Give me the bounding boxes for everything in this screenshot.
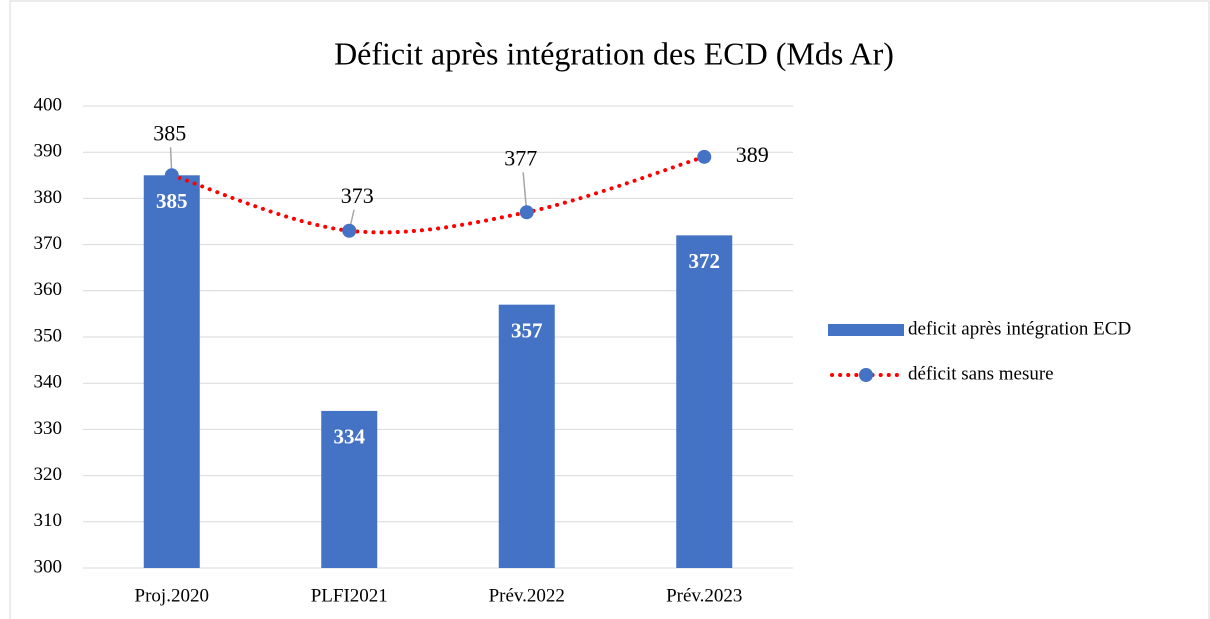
y-tick-label: 350 [34,325,63,346]
line-value-label: 389 [736,142,769,167]
line [169,154,707,235]
bar-value-label: 372 [689,249,721,273]
line-value-label: 385 [153,120,186,145]
y-tick-label: 320 [34,464,63,485]
y-tick-label: 330 [34,418,63,439]
y-tick-label: 310 [34,510,63,531]
bar [143,175,200,569]
bar [498,304,555,568]
y-tick-label: 300 [34,556,63,577]
legend-swatch [828,324,904,336]
y-tick-label: 380 [34,187,63,208]
line-marker [697,149,712,164]
legend-label: déficit sans mesure [908,363,1054,384]
y-tick-label: 370 [34,233,63,254]
bar-value-label: 385 [156,189,188,213]
y-tick-label: 340 [34,372,63,393]
y-tick-label: 400 [34,94,63,115]
chart-border [9,0,1210,619]
line-marker [519,205,534,220]
line-marker [342,223,357,238]
line-value-label: 373 [341,183,374,208]
x-tick-label: PLFI2021 [311,585,388,606]
y-tick-label: 390 [34,141,63,162]
x-tick-label: Proj.2020 [135,585,209,606]
bar [676,235,733,569]
line-marker [164,168,179,183]
x-tick-label: Prév.2022 [489,585,565,606]
x-tick-label: Prév.2023 [666,585,742,606]
bar [321,410,378,568]
y-tick-label: 360 [34,279,63,300]
line-value-label: 377 [504,145,537,170]
bar-value-label: 334 [334,425,366,449]
bar-value-label: 357 [511,318,543,342]
legend-marker [859,368,873,382]
legend-label: deficit après intégration ECD [908,318,1131,339]
chart-title: Déficit après intégration des ECD (Mds A… [334,35,894,71]
